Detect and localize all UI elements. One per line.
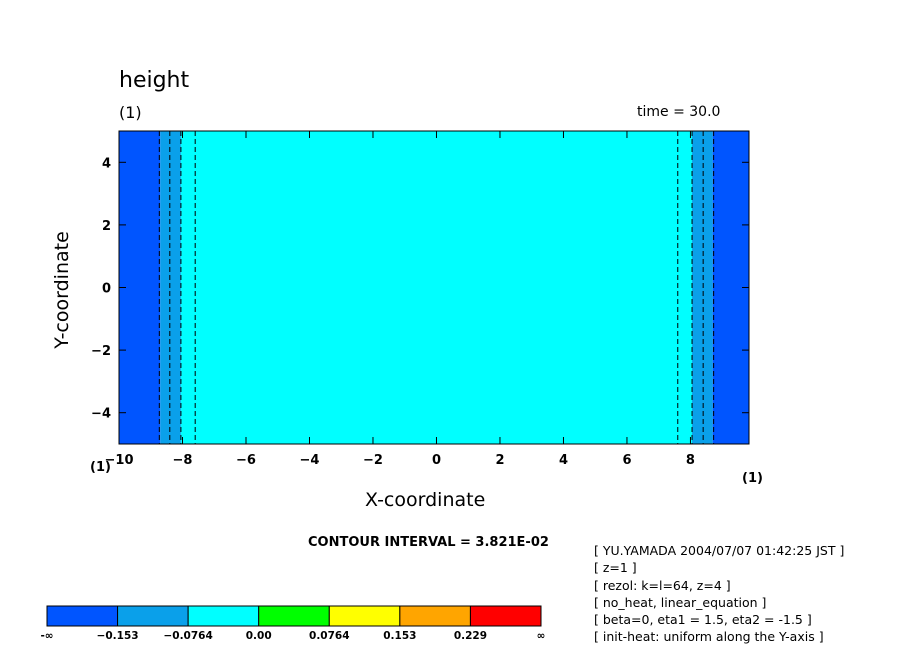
colorbar-label: 0.00	[246, 630, 272, 642]
x-tick-label: 0	[432, 453, 441, 468]
contour-band	[692, 131, 713, 444]
x-tick-label: −8	[173, 453, 193, 468]
info-line: [ z=1 ]	[594, 560, 637, 576]
x-tick-label: 6	[622, 453, 631, 468]
y-axis-label: Y-coordinate	[51, 231, 73, 349]
colorbar-label: -∞	[40, 630, 53, 642]
plot-title: height	[119, 68, 190, 93]
colorbar-segment	[46, 605, 119, 627]
x-tick-label: −6	[236, 453, 256, 468]
y-tick-label: 2	[102, 219, 111, 234]
x-tick-label: −4	[300, 453, 320, 468]
colorbar-segment	[187, 605, 260, 627]
colorbar-label: 0.153	[383, 630, 416, 642]
time-label: time = 30.0	[637, 104, 721, 120]
info-line: [ YU.YAMADA 2004/07/07 01:42:25 JST ]	[594, 543, 845, 558]
x-corner-label: (1)	[90, 460, 111, 475]
x-tick-label: 4	[559, 453, 568, 468]
x-tick-label: 2	[495, 453, 504, 468]
y-tick-label: 0	[102, 282, 111, 297]
info-line: [ rezol: k=l=64, z=4 ]	[594, 577, 731, 593]
plot-subtitle: (1)	[119, 103, 142, 122]
x-right-label: (1)	[742, 471, 763, 486]
colorbar-label: −0.153	[97, 630, 139, 642]
colorbar-segment	[328, 605, 401, 627]
y-tick-label: −2	[91, 344, 111, 359]
x-tick-label: −2	[363, 453, 383, 468]
info-line: [ no_heat, linear_equation ]	[594, 594, 767, 610]
contour-band	[160, 131, 181, 444]
colorbar-segment	[258, 605, 330, 627]
info-line: [ beta=0, eta1 = 1.5, eta2 = -1.5 ]	[594, 612, 812, 628]
x-axis-label: X-coordinate	[365, 489, 486, 511]
colorbar-segment	[399, 605, 471, 627]
y-tick-label: 4	[102, 156, 111, 171]
colorbar-label: −0.0764	[163, 630, 212, 642]
x-tick-label: −10	[105, 453, 134, 468]
colorbar-label: 0.0764	[309, 630, 350, 642]
contour-interval-label: CONTOUR INTERVAL = 3.821E-02	[308, 535, 549, 550]
colorbar-label: ∞	[537, 630, 546, 642]
colorbar-segment	[469, 605, 542, 627]
colorbar-label: 0.229	[454, 630, 487, 642]
run-info-box: [ YU.YAMADA 2004/07/07 01:42:25 JST ] [ …	[594, 542, 844, 646]
x-tick-label: 8	[686, 453, 695, 468]
info-line: [ init-heat: uniform along the Y-axis ]	[594, 629, 824, 645]
colorbar-segment	[117, 605, 189, 627]
y-tick-label: −4	[91, 407, 111, 422]
contour-band	[180, 131, 693, 444]
